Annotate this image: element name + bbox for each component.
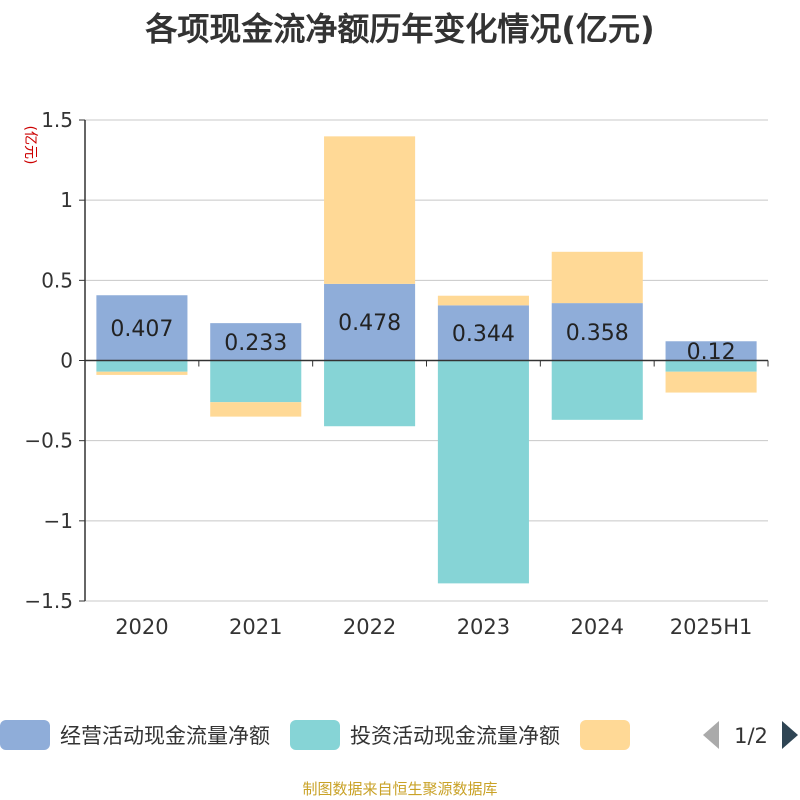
bar-2022-series-3 <box>324 136 416 284</box>
legend-next-icon[interactable] <box>782 721 798 749</box>
bar-2025H1-series-3 <box>665 371 757 393</box>
axes: 1.5 1 0.5 0 −0.5 −1 −1.5 2020 2021 2022 2023 2024 20… <box>24 108 769 639</box>
data-label-2020: 0.407 <box>110 317 173 342</box>
y-tick-label: −1.5 <box>24 589 73 613</box>
data-labels: 0.407 0.233 0.478 0.344 0.358 0.12 <box>110 311 735 365</box>
bar-2023-series-3 <box>437 295 529 306</box>
data-label-2023: 0.344 <box>452 322 515 347</box>
x-tick-label: 2024 <box>571 615 624 639</box>
bar-2024-series-2 <box>551 360 643 420</box>
grid-lines <box>85 119 768 602</box>
bar-2024-series-1 <box>551 303 643 361</box>
bar-2020-series-1 <box>96 295 188 361</box>
bar-2025H1-series-1 <box>665 341 757 361</box>
legend-page-indicator: 1/2 <box>734 724 768 748</box>
bar-2025H1-series-2 <box>665 360 757 372</box>
bar-2023-series-1 <box>437 305 529 361</box>
legend-swatch-2 <box>290 720 340 750</box>
legend-prev-icon[interactable] <box>703 721 719 749</box>
bar-2023-series-2 <box>437 360 529 584</box>
bar-2022-series-2 <box>324 360 416 427</box>
source-note: 制图数据来自恒生聚源数据库 <box>302 780 498 798</box>
y-axis-title: (亿元) <box>22 126 38 165</box>
bar-2022-series-1 <box>324 283 416 361</box>
bar-2021-series-3 <box>210 402 302 417</box>
y-tick-label: 1.5 <box>41 108 73 132</box>
x-tick-label: 2025H1 <box>670 615 753 639</box>
x-tick-label: 2023 <box>457 615 510 639</box>
y-tick-label: 1 <box>60 188 73 212</box>
legend-swatch-3 <box>580 720 630 750</box>
data-label-2024: 0.358 <box>566 321 629 346</box>
legend: 经营活动现金流量净额 投资活动现金流量净额 1/2 <box>0 720 798 750</box>
y-tick-label: −1 <box>44 509 73 533</box>
y-tick-label: −0.5 <box>24 429 73 453</box>
legend-swatch-1 <box>0 720 50 750</box>
x-tick-label: 2020 <box>115 615 168 639</box>
x-tick-label: 2022 <box>343 615 396 639</box>
legend-pager: 1/2 <box>703 721 798 749</box>
legend-label-1: 经营活动现金流量净额 <box>60 724 270 748</box>
bars <box>96 136 757 584</box>
y-tick-label: 0 <box>60 349 73 373</box>
bar-2020-series-2 <box>96 360 188 372</box>
legend-label-2: 投资活动现金流量净额 <box>350 724 560 748</box>
y-tick-label: 0.5 <box>41 268 73 292</box>
x-tick-label: 2021 <box>229 615 282 639</box>
bar-2021-series-1 <box>210 323 302 361</box>
data-label-2021: 0.233 <box>224 331 287 356</box>
bar-2024-series-3 <box>551 251 643 304</box>
data-label-2025H1: 0.12 <box>687 340 736 365</box>
data-label-2022: 0.478 <box>338 311 401 336</box>
chart-title: 各项现金流净额历年变化情况(亿元) <box>145 10 655 48</box>
bar-2020-series-3 <box>96 371 188 375</box>
bar-2021-series-2 <box>210 360 302 403</box>
